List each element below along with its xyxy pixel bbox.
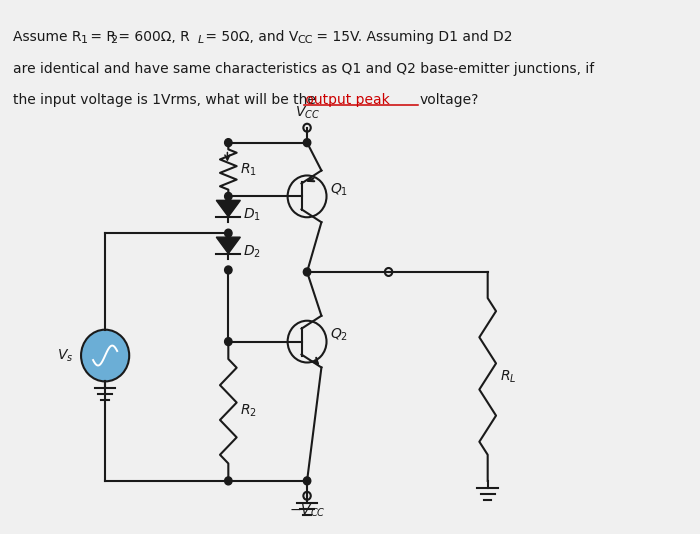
Circle shape	[303, 268, 311, 276]
Text: 2: 2	[110, 35, 117, 45]
Text: L: L	[197, 35, 204, 45]
Circle shape	[225, 266, 232, 274]
Text: = 15V. Assuming D1 and D2: = 15V. Assuming D1 and D2	[312, 30, 512, 44]
Text: voltage?: voltage?	[419, 93, 479, 107]
Text: = R: = R	[85, 30, 116, 44]
Circle shape	[225, 229, 232, 237]
Text: $D_2$: $D_2$	[243, 244, 261, 260]
Text: = 50Ω, and V: = 50Ω, and V	[202, 30, 299, 44]
Text: output peak: output peak	[301, 93, 394, 107]
Text: are identical and have same characteristics as Q1 and Q2 base-emitter junctions,: are identical and have same characterist…	[13, 62, 595, 76]
Circle shape	[225, 477, 232, 485]
Text: $R_2$: $R_2$	[240, 403, 257, 419]
Circle shape	[225, 139, 232, 147]
Text: $R_L$: $R_L$	[500, 368, 516, 384]
Text: CC: CC	[298, 35, 314, 45]
Text: $-V_{CC}$: $-V_{CC}$	[288, 503, 326, 519]
Polygon shape	[216, 237, 240, 254]
Text: $D_1$: $D_1$	[243, 207, 261, 223]
Circle shape	[225, 192, 232, 200]
Circle shape	[303, 477, 311, 485]
Text: = 600Ω, R: = 600Ω, R	[114, 30, 190, 44]
Text: the input voltage is 1Vrms, what will be the: the input voltage is 1Vrms, what will be…	[13, 93, 316, 107]
Text: $V_s$: $V_s$	[57, 347, 74, 364]
Polygon shape	[216, 200, 240, 217]
Text: Assume R: Assume R	[13, 30, 82, 44]
Circle shape	[81, 329, 130, 381]
Text: $V_{CC}$: $V_{CC}$	[295, 104, 320, 121]
Text: 1: 1	[80, 35, 88, 45]
Circle shape	[225, 337, 232, 345]
Text: $R_1$: $R_1$	[240, 161, 258, 178]
Text: $Q_2$: $Q_2$	[330, 326, 349, 343]
Circle shape	[303, 139, 311, 147]
Text: $Q_1$: $Q_1$	[330, 181, 349, 198]
